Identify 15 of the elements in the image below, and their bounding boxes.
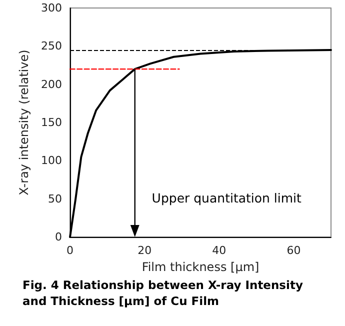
- x-tick-label: 20: [138, 244, 152, 257]
- y-tick-label: 50: [48, 192, 62, 206]
- y-tick-label: 100: [41, 154, 62, 168]
- x-tick-label: 0: [66, 244, 74, 257]
- y-tick-label: 150: [41, 116, 62, 129]
- caption: Fig. 4 Relationship between X-ray Intensity and Thickness [μm] of Cu Film: [22, 278, 307, 308]
- y-axis-title: X-ray intensity (relative): [17, 50, 32, 196]
- x-tick-label: 60: [286, 244, 301, 257]
- y-tick-label: 200: [41, 78, 62, 91]
- y-tick-label: 0: [55, 230, 62, 244]
- y-tick-label: 250: [41, 40, 62, 53]
- x-tick-label: 40: [212, 244, 226, 257]
- annotation: Upper quantitation limit: [152, 190, 302, 206]
- y-tick-label: 300: [41, 2, 62, 14]
- x-axis-title: Film thickness [μm]: [142, 260, 260, 274]
